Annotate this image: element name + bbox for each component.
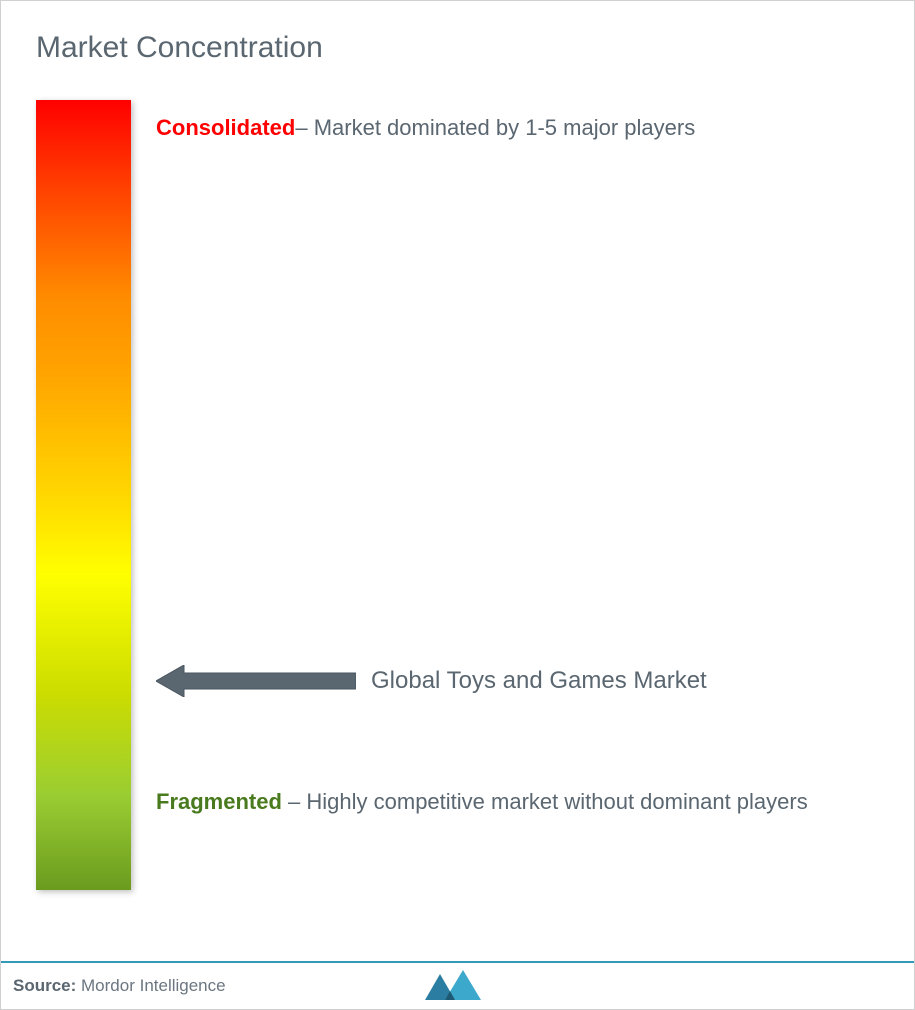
source-text: Source: Mordor Intelligence <box>13 976 226 996</box>
fragmented-label: Fragmented – Highly competitive market w… <box>156 780 808 824</box>
consolidated-emphasis: Consolidated <box>156 115 295 140</box>
chart-container: Market Concentration Consolidated– Marke… <box>0 0 915 1010</box>
fragmented-emphasis: Fragmented <box>156 789 282 814</box>
source-value: Mordor Intelligence <box>76 976 225 995</box>
market-name-label: Global Toys and Games Market <box>371 665 707 697</box>
concentration-gradient-bar <box>36 100 131 890</box>
fragmented-description: – Highly competitive market without domi… <box>282 789 808 814</box>
chart-footer: Source: Mordor Intelligence <box>1 961 914 1009</box>
arrow-left-icon <box>156 665 356 697</box>
consolidated-label: Consolidated– Market dominated by 1-5 ma… <box>156 115 695 141</box>
label-area: Consolidated– Market dominated by 1-5 ma… <box>131 100 884 920</box>
consolidated-description: – Market dominated by 1-5 major players <box>295 115 695 140</box>
chart-title: Market Concentration <box>36 31 884 65</box>
source-label: Source: <box>13 976 76 995</box>
mordor-logo-icon <box>423 970 493 1002</box>
market-pointer: Global Toys and Games Market <box>156 665 707 697</box>
chart-content: Consolidated– Market dominated by 1-5 ma… <box>31 100 884 920</box>
